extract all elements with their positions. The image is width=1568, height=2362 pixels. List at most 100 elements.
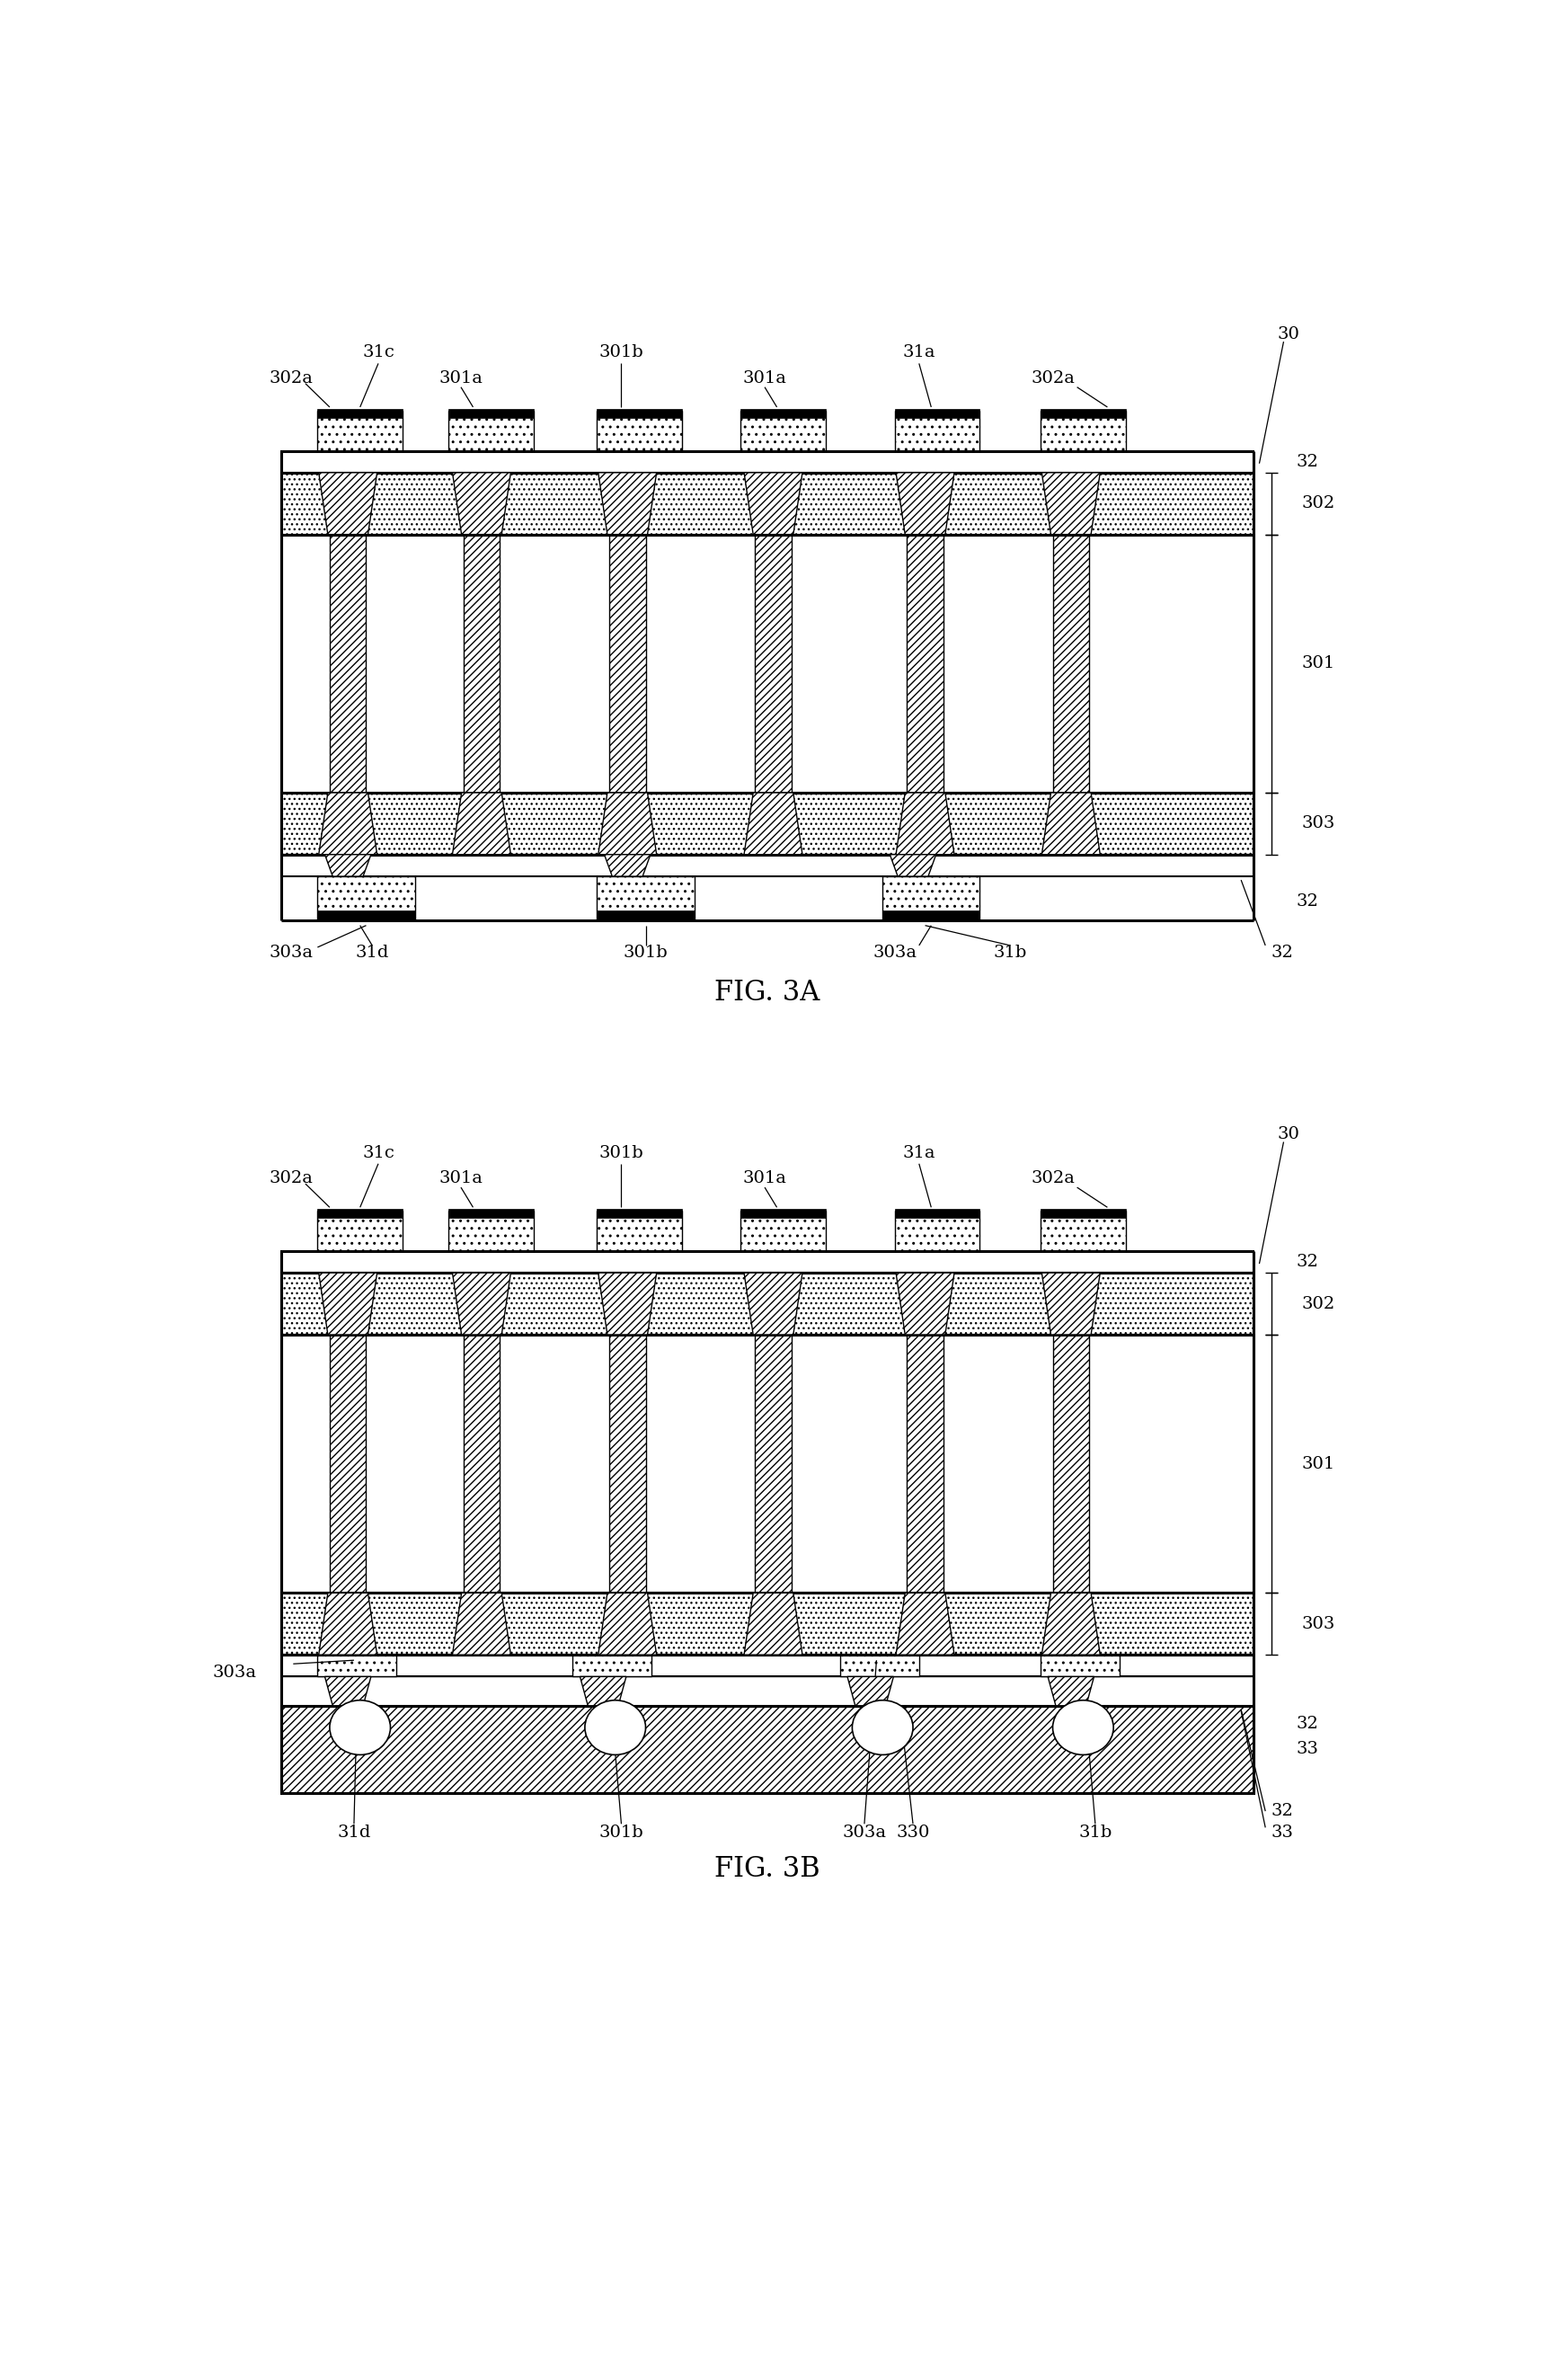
- Ellipse shape: [1052, 1701, 1113, 1755]
- Bar: [895, 409, 980, 418]
- Bar: [1041, 411, 1126, 451]
- Bar: [448, 409, 533, 418]
- Polygon shape: [599, 1592, 657, 1656]
- Bar: [464, 1335, 500, 1592]
- Bar: [597, 409, 682, 418]
- Polygon shape: [745, 1273, 803, 1335]
- Text: 33: 33: [1272, 1826, 1294, 1840]
- Bar: [281, 1705, 1253, 1793]
- Bar: [840, 1656, 919, 1677]
- Text: 302: 302: [1301, 1297, 1336, 1311]
- Text: 303a: 303a: [270, 945, 314, 961]
- Text: 31d: 31d: [356, 945, 389, 961]
- Bar: [317, 1209, 403, 1219]
- Polygon shape: [325, 855, 372, 876]
- Polygon shape: [318, 794, 376, 855]
- Bar: [740, 409, 825, 418]
- Polygon shape: [453, 794, 511, 855]
- Bar: [608, 1335, 646, 1592]
- Text: 32: 32: [1272, 945, 1294, 961]
- Text: 31c: 31c: [362, 345, 395, 361]
- Text: 303a: 303a: [873, 945, 917, 961]
- Text: 301: 301: [1301, 1455, 1336, 1472]
- Polygon shape: [1041, 794, 1101, 855]
- Bar: [1041, 409, 1126, 418]
- Polygon shape: [895, 794, 955, 855]
- Polygon shape: [453, 472, 511, 534]
- Text: 301a: 301a: [743, 371, 787, 385]
- Text: 303: 303: [1301, 815, 1336, 831]
- Polygon shape: [599, 472, 657, 534]
- Bar: [754, 534, 792, 794]
- Text: 31d: 31d: [337, 1826, 370, 1840]
- Bar: [572, 1656, 652, 1677]
- Bar: [281, 1273, 1253, 1335]
- Ellipse shape: [585, 1701, 646, 1755]
- Bar: [754, 1335, 792, 1592]
- Polygon shape: [318, 1273, 376, 1335]
- Bar: [1041, 1209, 1126, 1219]
- Bar: [906, 1335, 944, 1592]
- Text: 32: 32: [1272, 1802, 1294, 1819]
- Text: 303: 303: [1301, 1616, 1336, 1632]
- Bar: [1041, 1656, 1120, 1677]
- Polygon shape: [745, 1592, 803, 1656]
- Bar: [317, 876, 414, 921]
- Bar: [329, 534, 367, 794]
- Text: 302a: 302a: [270, 371, 314, 385]
- Bar: [1052, 534, 1090, 794]
- Bar: [740, 411, 825, 451]
- Bar: [281, 1252, 1253, 1273]
- Text: 301b: 301b: [599, 1826, 644, 1840]
- Text: FIG. 3A: FIG. 3A: [715, 978, 820, 1006]
- Bar: [597, 876, 695, 921]
- Text: 302a: 302a: [1030, 371, 1074, 385]
- Bar: [597, 1209, 682, 1219]
- Polygon shape: [318, 472, 376, 534]
- Polygon shape: [1041, 1592, 1101, 1656]
- Polygon shape: [325, 1677, 372, 1705]
- Polygon shape: [599, 1273, 657, 1335]
- Text: 330: 330: [897, 1826, 930, 1840]
- Bar: [740, 1209, 825, 1219]
- Bar: [281, 534, 1253, 794]
- Bar: [317, 411, 403, 451]
- Bar: [895, 1209, 980, 1219]
- Polygon shape: [453, 1592, 511, 1656]
- Bar: [317, 912, 414, 921]
- Text: FIG. 3B: FIG. 3B: [715, 1857, 820, 1883]
- Text: 31a: 31a: [903, 1146, 936, 1160]
- Bar: [317, 1212, 403, 1252]
- Ellipse shape: [851, 1701, 913, 1755]
- Text: 302a: 302a: [270, 1169, 314, 1186]
- Bar: [906, 534, 944, 794]
- Bar: [448, 1212, 533, 1252]
- Text: 31a: 31a: [903, 345, 936, 361]
- Bar: [597, 912, 695, 921]
- Bar: [281, 1656, 1253, 1677]
- Polygon shape: [745, 794, 803, 855]
- Polygon shape: [895, 472, 955, 534]
- Bar: [448, 1209, 533, 1219]
- Text: 301a: 301a: [439, 1169, 483, 1186]
- Ellipse shape: [329, 1701, 390, 1755]
- Polygon shape: [1041, 1273, 1101, 1335]
- Text: 31b: 31b: [1079, 1826, 1112, 1840]
- Text: 32: 32: [1295, 1715, 1319, 1731]
- Text: 302a: 302a: [1030, 1169, 1074, 1186]
- Text: 30: 30: [1278, 326, 1300, 342]
- Bar: [281, 1677, 1253, 1705]
- Text: 32: 32: [1295, 454, 1319, 470]
- Bar: [895, 1212, 980, 1252]
- Text: 301b: 301b: [599, 1146, 644, 1160]
- Bar: [597, 1212, 682, 1252]
- Text: 31b: 31b: [994, 945, 1027, 961]
- Polygon shape: [580, 1677, 626, 1705]
- Text: 303a: 303a: [842, 1826, 886, 1840]
- Bar: [895, 411, 980, 451]
- Text: 32: 32: [1295, 893, 1319, 909]
- Polygon shape: [599, 794, 657, 855]
- Polygon shape: [891, 855, 936, 876]
- Bar: [281, 1335, 1253, 1592]
- Bar: [464, 534, 500, 794]
